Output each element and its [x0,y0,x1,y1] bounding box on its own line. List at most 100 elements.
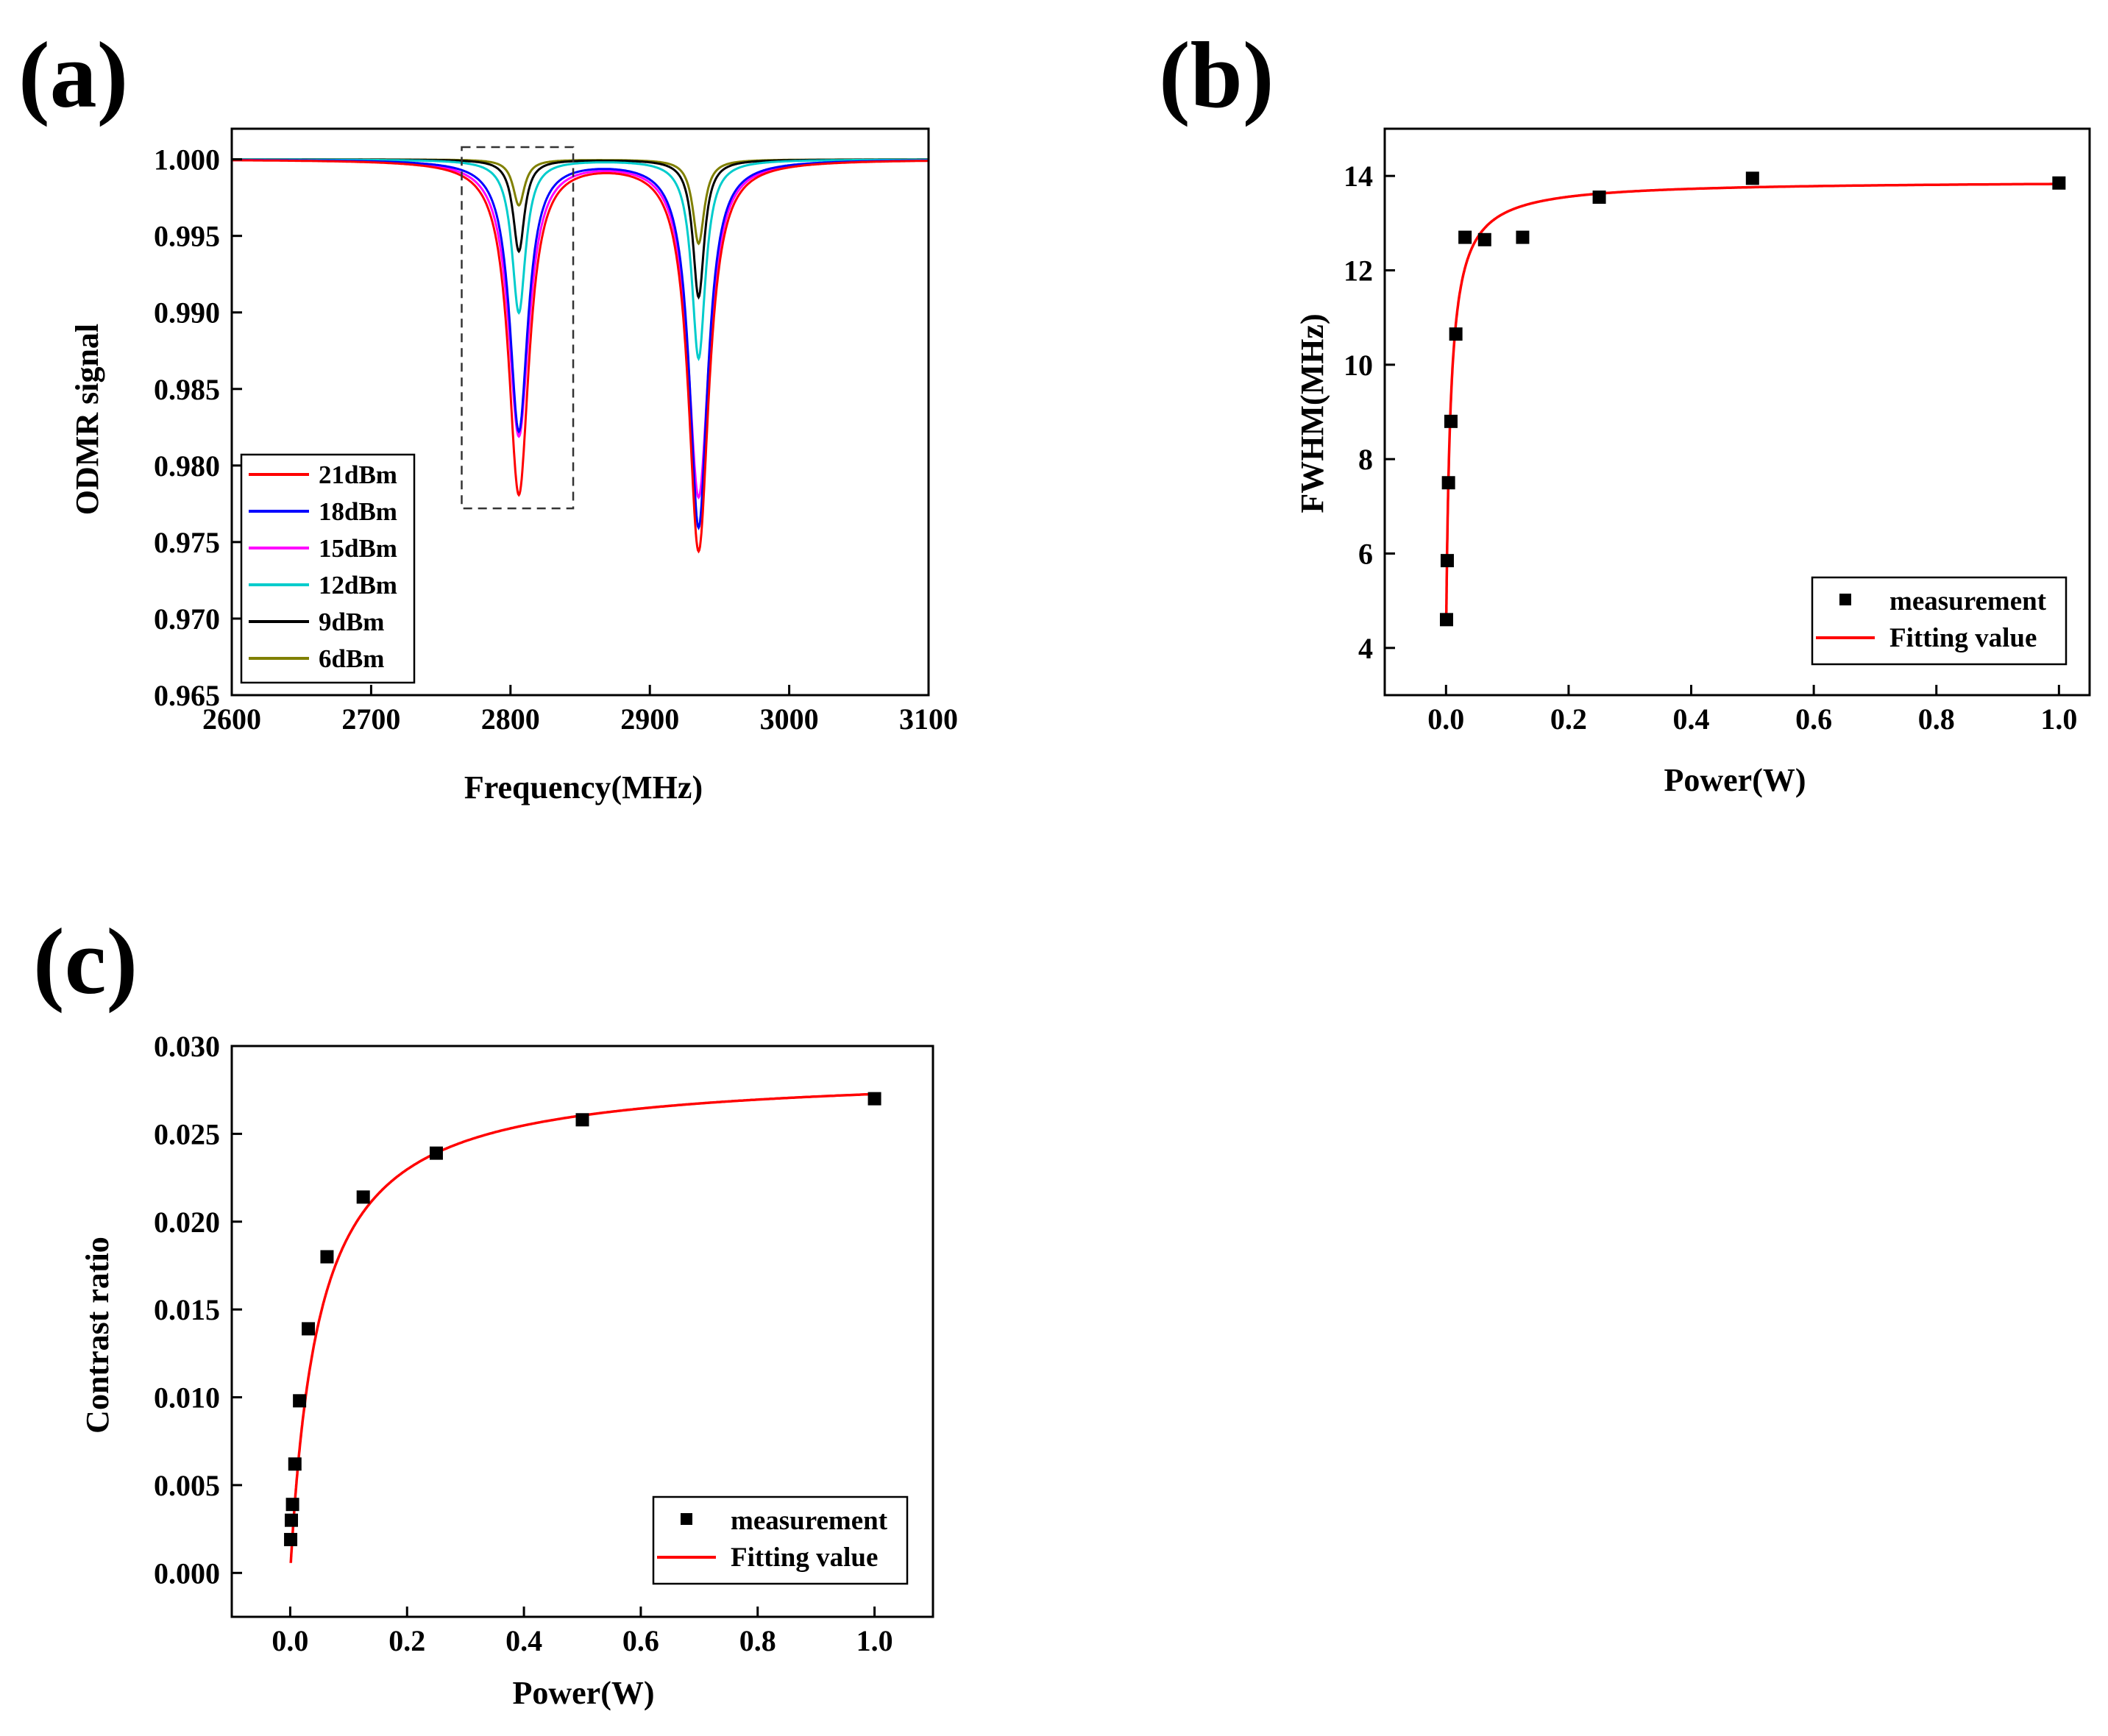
panel-c: (c) 0.0 0.2 0.4 0.6 0.8 1.00.0000.0050.0100.0… [33,909,934,1711]
odmr-legend-label: 6dBm [319,644,384,673]
fwhm-x-tick-label: 0.0 [1427,702,1464,736]
odmr-legend-label: 18dBm [319,497,397,526]
contrast-y-tick-label: 0.015 [154,1293,220,1326]
fwhm-data-point [1440,554,1454,568]
fwhm-data-point [1444,414,1458,428]
contrast-y-tick-label: 0.005 [154,1469,220,1502]
fwhm-y-tick-label: 6 [1358,538,1373,571]
odmr-x-tick-label: 3000 [760,702,819,736]
fwhm-x-tick-label: 1.0 [2040,702,2077,736]
odmr-series-group [232,158,929,554]
odmr-axes-frame [230,127,930,697]
fwhm-x-tick-label: 0.6 [1795,702,1832,736]
odmr-y-tick-label: 1.000 [154,143,220,177]
contrast-axes: 0.0 0.2 0.4 0.6 0.8 1.0 0.000 0.005 0.010 0.015 0.… [154,1030,934,1657]
contrast-data-point [575,1113,589,1127]
contrast-data-point [867,1092,881,1106]
odmr-y-axis-title: ODMR signal [69,324,105,515]
fwhm-data-point [1449,327,1463,341]
contrast-y-axis-title: Contrast ratio [79,1237,116,1434]
odmr-y-tick-label: 0.985 [154,373,220,406]
odmr-x-tick-label: 2800 [481,702,540,736]
fwhm-y-tick-label: 8 [1358,443,1373,476]
contrast-x-tick-label: 1.0 [856,1624,893,1657]
fwhm-data-point [2052,176,2066,190]
odmr-plot-area [232,146,929,554]
panel-b: (b) 0.0 0.2 0.4 0.6 0.8 1.0 4 6 8 10 12 14 Power(W)… [1159,23,2091,798]
odmr-legend-label: 12dBm [319,571,397,600]
contrast-data-point [285,1498,299,1512]
fwhm-legend: measurement Fitting value [1811,576,2068,666]
contrast-x-tick-label: 0.6 [622,1624,659,1657]
fwhm-y-tick-label: 10 [1344,349,1373,382]
fwhm-y-tick-label: 12 [1344,255,1373,288]
odmr-legend-label: 9dBm [319,608,384,636]
contrast-y-tick-label: 0.025 [154,1117,220,1150]
fwhm-x-tick-label: 0.4 [1673,702,1710,736]
contrast-data-point [302,1322,316,1336]
odmr-legend-box [240,453,416,684]
panel-label-c: (c) [33,909,138,1014]
contrast-x-tick-label: 0.2 [388,1624,425,1657]
fwhm-data-point [1477,232,1491,246]
odmr-y-tick-label: 0.970 [154,602,220,636]
fwhm-y-tick-label: 4 [1358,632,1373,665]
fwhm-x-tick-label: 0.2 [1550,702,1587,736]
odmr-series-line-21dBm [232,159,929,554]
fwhm-x-tick-label: 0.8 [1918,702,1955,736]
odmr-y-tick-label: 0.990 [154,296,220,330]
odmr-y-tick-label: 0.980 [154,449,220,483]
contrast-fit-line [289,1092,875,1563]
odmr-legend-label: 21dBm [319,460,397,489]
odmr-x-tick-label: 2700 [341,702,400,736]
panel-label-b: (b) [1159,23,1274,127]
fwhm-data-point [1458,230,1472,244]
fwhm-data-point [1441,476,1455,490]
contrast-legend-box [652,1495,909,1585]
odmr-series-line-15dBm [232,159,929,499]
fwhm-data-point [1745,171,1759,185]
odmr-x-tick-label: 2900 [620,702,679,736]
contrast-y-tick-label: 0.010 [154,1381,220,1415]
fwhm-y-tick-label: 14 [1344,160,1373,193]
contrast-data-point [293,1394,307,1408]
fwhm-y-axis-title: FWHM(MHz) [1294,313,1330,513]
fwhm-data-point [1516,230,1530,244]
odmr-y-tick-label: 0.995 [154,220,220,253]
odmr-axes: 2600 2700 2800 2900 3000 3100 0.965 0.970 0.975 0… [154,127,958,736]
odmr-x-tick-label: 3100 [899,702,958,736]
fwhm-axes-frame [1383,127,2091,697]
contrast-x-axis-title: Power(W) [512,1675,654,1711]
odmr-series-line-12dBm [232,158,929,361]
contrast-data-point [284,1532,298,1546]
odmr-legend: 21dBm 18dBm 15dBm 12dBm 9dBm 6dBm [240,453,416,684]
fwhm-x-axis-title: Power(W) [1664,762,1806,798]
contrast-y-tick-label: 0.000 [154,1557,220,1590]
fwhm-axes: 0.0 0.2 0.4 0.6 0.8 1.0 4 6 8 10 12 14 [1344,127,2091,736]
contrast-axes-frame [230,1045,934,1618]
odmr-series-line-9dBm [232,158,929,300]
contrast-data-point [285,1513,299,1527]
odmr-y-tick-label: 0.965 [154,679,220,712]
contrast-x-tick-label: 0.8 [739,1624,776,1657]
odmr-y-tick-label: 0.975 [154,526,220,559]
fwhm-plot-area [1439,171,2066,627]
panel-label-a: (a) [18,23,128,127]
fwhm-data-point [1439,613,1453,627]
fwhm-legend-marker [1839,594,1851,605]
odmr-x-tick-label: 2600 [202,702,261,736]
odmr-legend-label: 15dBm [319,534,397,563]
fwhm-legend-label: Fitting value [1889,623,2037,653]
contrast-x-tick-label: 0.4 [505,1624,542,1657]
contrast-data-point [356,1190,370,1204]
fwhm-data-point [1592,191,1606,204]
odmr-x-axis-title: Frequency(MHz) [464,769,703,805]
contrast-y-tick-label: 0.030 [154,1030,220,1063]
contrast-y-tick-label: 0.020 [154,1206,220,1239]
fwhm-fit-line [1444,182,2059,613]
fwhm-legend-box [1811,576,2068,666]
contrast-x-tick-label: 0.0 [272,1624,308,1657]
contrast-data-point [288,1457,302,1471]
panel-a: (a) 2600 2700 2800 2900 3000 3100 0.965 0.970 0.… [18,23,958,805]
